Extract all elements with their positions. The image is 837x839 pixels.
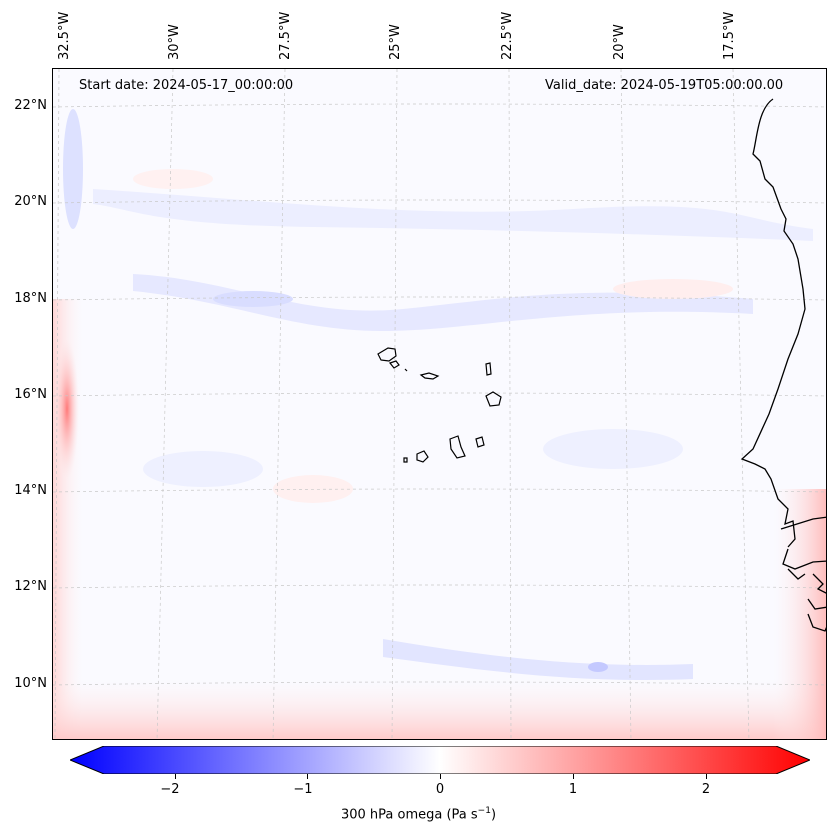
- gridline-lon-32-5: [54, 69, 60, 739]
- cb-tick-m1: −1: [293, 782, 313, 797]
- island-santo-antao: [377, 347, 397, 362]
- gridline-lat-10: [53, 681, 826, 686]
- start-date-label: Start date: 2024-05-17_00:00:00: [79, 78, 294, 93]
- lat-label-12n: 12°N: [14, 579, 47, 594]
- colorbar-body: [68, 745, 812, 775]
- lon-label-32-5w: 32.5°W: [57, 11, 72, 60]
- island-santiago: [449, 435, 466, 459]
- cb-tickmark-0: [440, 774, 441, 779]
- gridline-lon-27-5: [272, 69, 286, 739]
- blue-patch-5: [63, 109, 83, 229]
- island-sal: [485, 362, 492, 376]
- lat-label-14n: 14°N: [14, 483, 47, 498]
- blue-band-upper: [93, 189, 813, 241]
- coast-mauritania-senegal: [740, 98, 806, 548]
- cb-tickmark-m2: [175, 774, 176, 779]
- colorbar: [68, 745, 812, 775]
- cb-tick-m2: −2: [160, 782, 180, 797]
- gridline-lon-30: [156, 69, 174, 739]
- lat-label-18n: 18°N: [14, 291, 47, 306]
- cape-verde-islands: [377, 347, 502, 463]
- island-boa-vista: [485, 391, 502, 407]
- blue-patch-3: [143, 451, 263, 487]
- blue-band-south: [383, 639, 693, 680]
- island-sao-vicente: [388, 360, 400, 369]
- cb-tickmark-2: [706, 774, 707, 779]
- coast-guinea-bissau: [782, 548, 826, 632]
- island-sao-nicolau: [419, 372, 440, 380]
- graticule: [53, 69, 826, 739]
- red-patch-3: [133, 169, 213, 189]
- left-red-core: [55, 339, 79, 479]
- colorbar-label-exponent: −1: [477, 806, 491, 816]
- gridline-lon-20: [620, 69, 632, 739]
- gridline-lat-14: [53, 488, 826, 493]
- lat-label-22n: 22°N: [14, 98, 47, 113]
- lon-label-20w: 20°W: [612, 24, 627, 60]
- red-patch-2: [613, 279, 733, 299]
- lon-label-27-5w: 27.5°W: [278, 11, 293, 60]
- cb-tickmark-m1: [307, 774, 308, 779]
- cb-tick-0: 0: [435, 782, 445, 797]
- map-panel: [52, 68, 827, 740]
- lon-label-25w: 25°W: [388, 24, 403, 60]
- lat-label-10n: 10°N: [14, 676, 47, 691]
- island-brava: [403, 457, 408, 463]
- colorbar-label: 300 hPa omega (Pa s−1): [0, 806, 837, 822]
- island-maio: [475, 436, 485, 448]
- cb-tick-2: 2: [701, 782, 711, 797]
- lat-label-16n: 16°N: [14, 387, 47, 402]
- island-fogo: [416, 450, 429, 463]
- gridline-lat-22: [53, 103, 826, 108]
- coast-gambia: [780, 516, 826, 530]
- gridline-lat-20: [53, 199, 826, 204]
- gridline-lat-16: [53, 392, 826, 397]
- colorbar-graphic: [68, 745, 812, 775]
- cb-tickmark-1: [573, 774, 574, 779]
- blue-patch-4: [543, 429, 683, 469]
- lon-label-30w: 30°W: [167, 24, 182, 60]
- lon-label-22-5w: 22.5°W: [500, 11, 515, 60]
- cb-tick-1: 1: [568, 782, 578, 797]
- blue-patch-2: [588, 662, 608, 672]
- lat-label-20n: 20°N: [14, 194, 47, 209]
- colorbar-label-text: 300 hPa omega (Pa s: [340, 807, 478, 823]
- valid-date-label: Valid_date: 2024-05-19T05:00:00.00: [545, 78, 784, 93]
- island-santa-luzia: [404, 368, 408, 372]
- omega-field: [53, 69, 826, 739]
- lon-label-17-5w: 17.5°W: [722, 11, 737, 60]
- blue-patch-1: [213, 291, 293, 307]
- right-edge-red: [773, 489, 826, 739]
- gridline-lon-22-5: [508, 69, 512, 739]
- gridline-lat-12: [53, 584, 826, 589]
- gridline-lat-18: [53, 296, 826, 301]
- gridline-lon-25: [391, 69, 398, 739]
- blue-band-north: [133, 274, 753, 331]
- gridline-lon-17-5: [732, 69, 750, 739]
- colorbar-label-close: ): [490, 807, 497, 823]
- bottom-edge-red: [53, 679, 826, 739]
- coastline-africa: [740, 98, 826, 632]
